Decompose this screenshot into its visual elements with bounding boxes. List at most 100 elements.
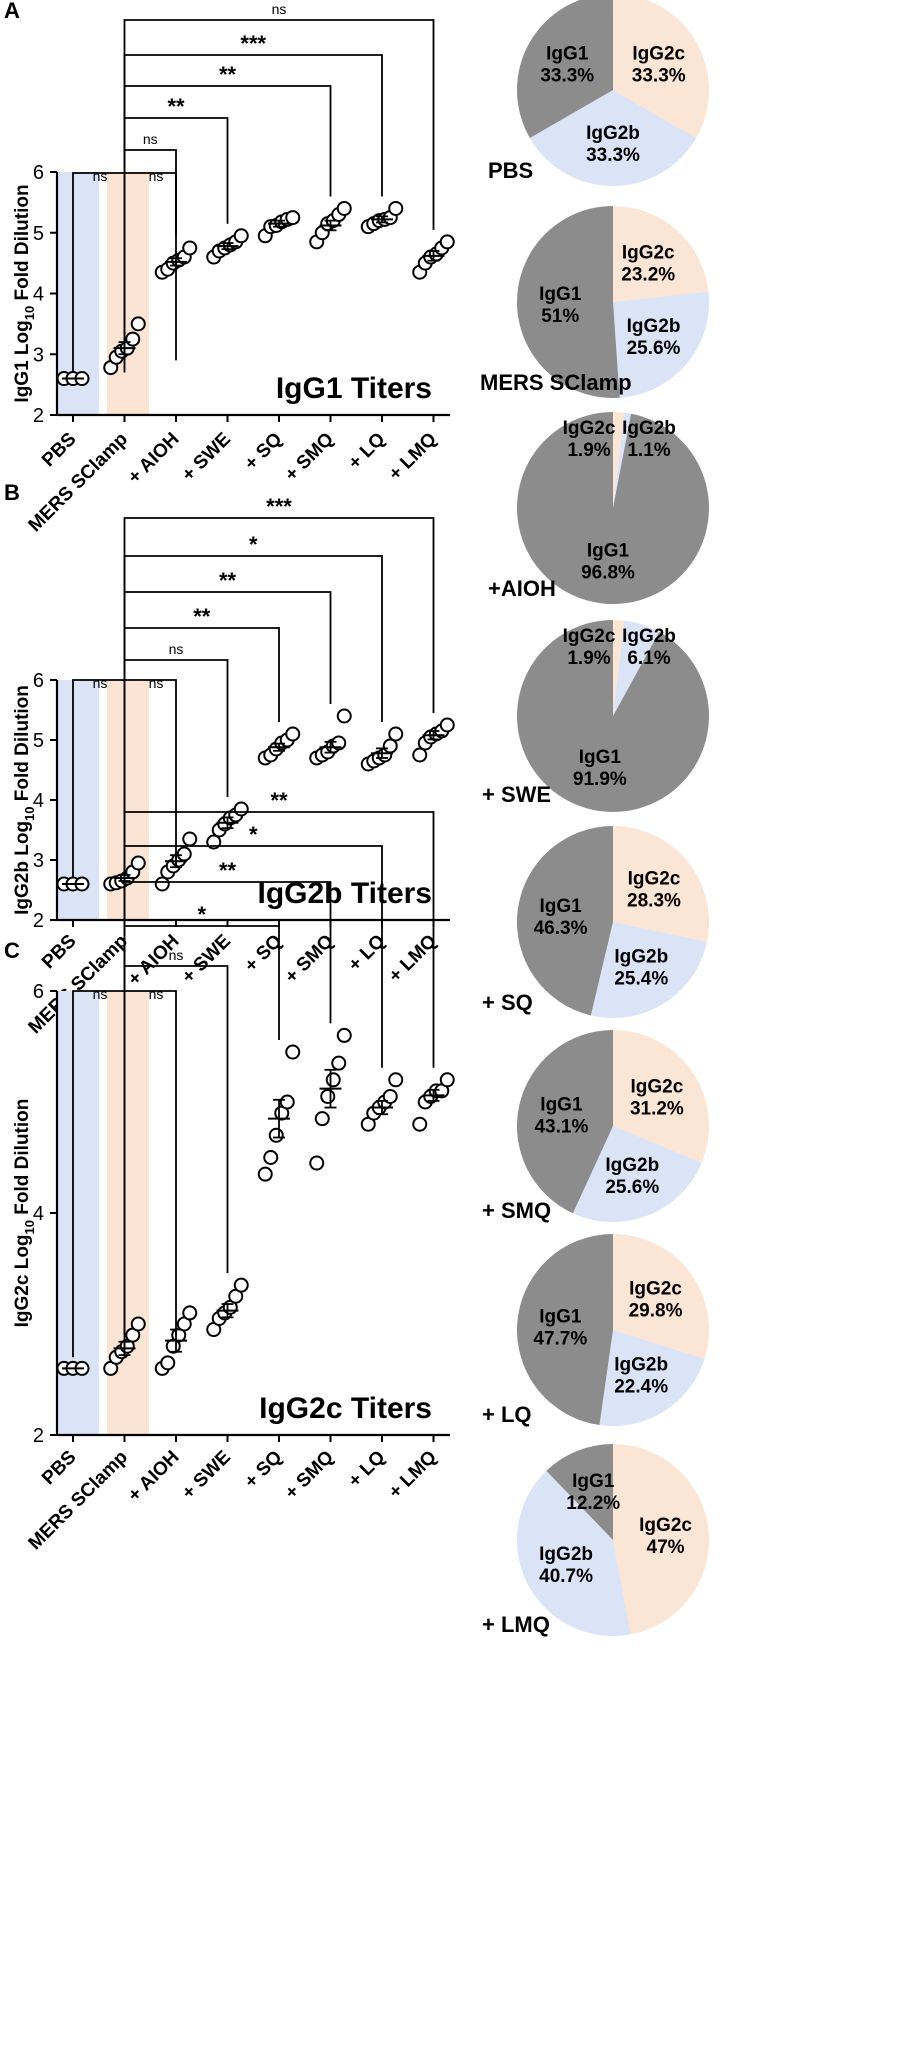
y-axis-label: IgG1 Log10 Fold Dilution <box>12 184 37 402</box>
y-axis-label-main: IgG2c Log <box>12 1234 33 1327</box>
panel-d: DIgG2c33.3%IgG2b33.3%IgG133.3%PBSIgG2c23… <box>480 0 710 1637</box>
pie-label-name: IgG2c <box>563 626 616 647</box>
pie-label-igg2c: IgG2c 28.3% <box>627 869 681 912</box>
pie-chart: IgG2c 1.9%IgG2b 6.1%IgG1 91.9%+ SWE <box>482 620 709 813</box>
pie-label-name: IgG2c <box>630 1077 683 1098</box>
x-category-label: + SWE <box>178 931 235 988</box>
data-point <box>130 1316 146 1332</box>
pie-label-igg2c: IgG2c 1.9% <box>563 626 616 669</box>
pie-label-value: 1.9% <box>567 648 610 669</box>
x-category-label: + SQ <box>241 1447 287 1493</box>
data-point <box>125 331 141 347</box>
pie-label-value: 1.9% <box>567 440 610 461</box>
x-category-label: + AIOH <box>124 1447 184 1507</box>
data-point <box>382 1088 398 1104</box>
data-point <box>325 1072 341 1088</box>
x-category-label: PBS <box>38 429 80 471</box>
pie-label-value: 47.7% <box>533 1328 587 1349</box>
pie-label-igg2c: IgG2c 29.8% <box>629 1279 683 1322</box>
data-point <box>412 747 428 763</box>
y-axis-label-main: IgG2b Log <box>12 821 33 915</box>
chart-title: IgG1 Titers <box>276 372 432 405</box>
bracket-label: ** <box>219 62 237 87</box>
pie-label-value: 43.1% <box>534 1117 588 1138</box>
data-point <box>233 801 249 817</box>
pie-label-igg2c: IgG2c 23.2% <box>621 243 675 286</box>
x-category-label: PBS <box>38 1447 80 1489</box>
data-point <box>176 846 192 862</box>
pie-label-value: 33.3% <box>632 66 686 87</box>
y-axis-label-sub: 10 <box>22 306 37 320</box>
x-category-label: + LQ <box>344 1447 389 1492</box>
pie-label-value: 25.4% <box>614 969 668 990</box>
pie-label-name: IgG2b <box>539 1544 593 1565</box>
pie-chart: IgG2c 31.2% IgG2b 25.6% IgG1 43.1% + SMQ <box>482 1030 709 1223</box>
pie-group-label: PBS <box>488 158 533 183</box>
data-point <box>285 726 301 742</box>
pie-slice-igg2b <box>613 620 660 716</box>
pie-slice-igg2b <box>590 922 707 1018</box>
data-point <box>314 1111 330 1127</box>
pie-group-label: + SMQ <box>482 1198 551 1223</box>
data-point <box>233 228 249 244</box>
bracket-label: ** <box>167 94 185 119</box>
pie-label-igg1: IgG1 33.3% <box>540 44 594 87</box>
pie-label-name: IgG2c <box>628 869 681 890</box>
pie-label-igg1: IgG1 43.1% <box>534 1095 588 1138</box>
short-bracket <box>123 172 177 373</box>
data-point <box>336 1027 352 1043</box>
pie-label-igg2b: IgG2b 1.1% <box>622 418 676 461</box>
x-category-label: + SMQ <box>281 931 338 988</box>
pie-slice-igg2c <box>613 0 709 138</box>
pie-label-name: IgG1 <box>546 44 589 65</box>
data-point <box>268 1127 284 1143</box>
pie-label-value: 46.3% <box>534 918 588 939</box>
pie-label-value: 23.2% <box>621 265 675 286</box>
short-bracket-label: ns <box>149 168 164 184</box>
pie-label-igg2b: IgG2b 25.6% <box>627 316 681 359</box>
data-point <box>336 200 352 216</box>
pie-slice-igg2b <box>572 1126 702 1223</box>
y-tick-label: 3 <box>33 344 44 366</box>
x-category-label: + LMQ <box>385 931 441 987</box>
pie-label-value: 25.6% <box>605 1177 659 1198</box>
bracket-label: ** <box>219 858 237 883</box>
bracket-label: ns <box>169 641 184 657</box>
pie-label-igg2b: IgG2b 25.4% <box>614 947 668 990</box>
pie-label-igg1: IgG1 51% <box>539 284 582 327</box>
pie-label-value: 31.2% <box>630 1099 684 1120</box>
data-point <box>388 1072 404 1088</box>
pie-label-value: 33.3% <box>540 66 594 87</box>
y-axis-label-sub: 10 <box>22 1220 37 1234</box>
panel-letter: C <box>4 938 20 963</box>
pie-label-igg2b: IgG2b 6.1% <box>622 626 676 669</box>
y-axis-label-rest: Fold Dilution <box>12 184 33 305</box>
pie-label-value: 12.2% <box>566 1493 620 1514</box>
data-point <box>279 1094 295 1110</box>
comparison-bracket <box>123 19 435 230</box>
pie-label-value: 51% <box>541 306 579 327</box>
y-axis-label-rest: Fold Dilution <box>12 685 33 806</box>
pie-label-value: 40.7% <box>539 1566 593 1587</box>
y-axis-label: IgG2b Log10 Fold Dilution <box>12 685 37 915</box>
bracket-label: ns <box>169 947 184 963</box>
y-tick-label: 2 <box>33 910 44 932</box>
pie-slice-igg2b <box>613 412 632 508</box>
y-axis-label-rest: Fold Dilution <box>12 1099 33 1220</box>
pie-slice-igg2b <box>613 291 709 398</box>
pie-group-label: + LQ <box>482 1402 532 1427</box>
x-category-label: + AIOH <box>124 429 184 489</box>
data-point <box>331 1055 347 1071</box>
bracket-label: ** <box>219 568 237 593</box>
x-category-label: + SMQ <box>281 429 338 486</box>
pie-slice-igg1 <box>517 206 620 398</box>
short-bracket <box>123 990 177 1358</box>
data-point <box>388 726 404 742</box>
pie-slice-igg1 <box>516 1234 613 1426</box>
pie-label-name: IgG1 <box>539 1306 582 1327</box>
pie-label-name: IgG1 <box>572 1471 615 1492</box>
pie-slice-igg2b <box>517 1470 631 1636</box>
data-point <box>382 738 398 754</box>
x-category-label: + SMQ <box>281 1447 338 1504</box>
